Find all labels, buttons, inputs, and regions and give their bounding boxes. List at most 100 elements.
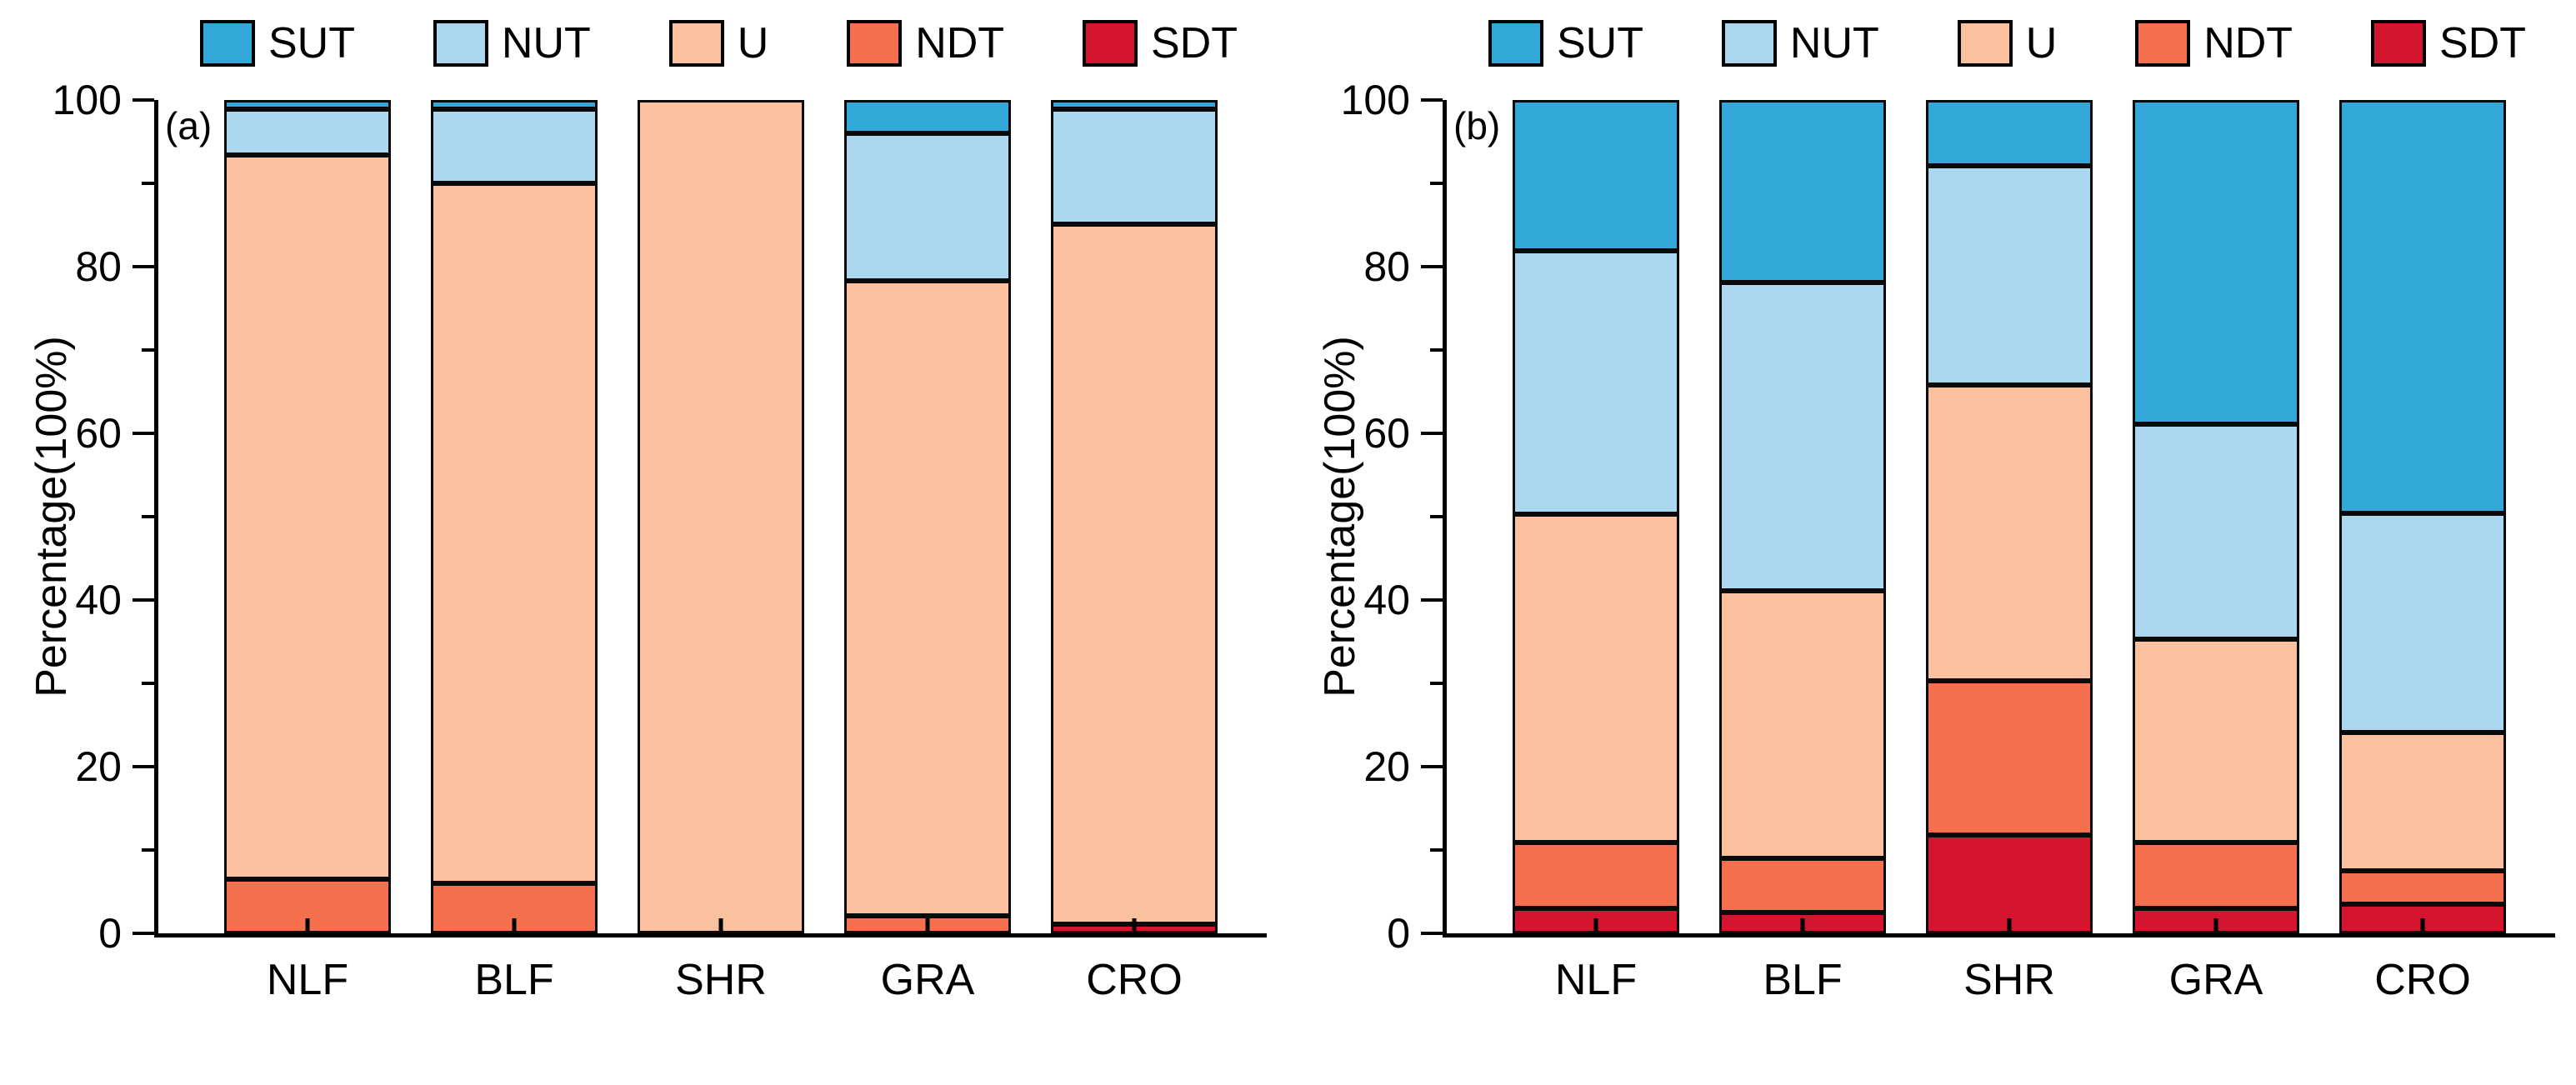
y-axis-tick bbox=[1421, 932, 1443, 935]
bar-row: NLF BLF SHR GRA CRO bbox=[204, 100, 1238, 1002]
x-axis-label-nlf: NLF bbox=[266, 956, 349, 1004]
sut-legend-swatch bbox=[200, 20, 255, 67]
segment-ndt-cro bbox=[2339, 870, 2506, 904]
segment-sut-gra bbox=[2133, 99, 2299, 425]
segment-sut-blf bbox=[431, 100, 598, 109]
y-axis-tick bbox=[142, 848, 154, 852]
y-axis-tick bbox=[142, 348, 154, 352]
segment-nut-gra bbox=[844, 133, 1011, 281]
y-tick-label: 100 bbox=[52, 77, 122, 123]
legend-label: SDT bbox=[2439, 19, 2526, 68]
segment-sut-cro bbox=[2339, 100, 2506, 513]
x-axis-tick bbox=[305, 918, 310, 933]
y-tick-label: 40 bbox=[75, 577, 122, 623]
segment-sut-shr bbox=[1926, 100, 2093, 166]
u-legend-swatch bbox=[668, 20, 724, 67]
y-axis-tick bbox=[1430, 515, 1443, 518]
x-axis-tick bbox=[1800, 918, 1805, 933]
segment-u-nlf bbox=[224, 154, 391, 880]
segment-ndt-gra bbox=[2133, 842, 2299, 908]
legend-item-sdt: SDT bbox=[1083, 20, 1238, 67]
sdt-legend-swatch bbox=[2371, 20, 2426, 67]
plot-area-b: (b) NLF BLF SHR GRA CRO 0 20 40 60 80 100 bbox=[1341, 79, 2555, 1002]
segment-sut-nlf bbox=[1513, 100, 1679, 251]
y-axis-tick bbox=[1421, 432, 1443, 435]
y-axis-tick bbox=[133, 765, 154, 768]
segment-nut-nlf bbox=[1513, 250, 1679, 514]
legend-label: NDT bbox=[2203, 19, 2293, 68]
legend-item-ndt: NDT bbox=[2135, 20, 2293, 67]
y-axis-tick bbox=[1430, 682, 1443, 685]
legend-item-u: U bbox=[668, 19, 769, 68]
x-axis-label-cro: CRO bbox=[1086, 956, 1183, 1004]
bar-blf bbox=[1719, 99, 1886, 933]
panel-a: Percentage(100%) SUT NUT U NDT SDT (a) NLF BL… bbox=[28, 13, 1267, 1002]
y-tick-label: 0 bbox=[1387, 910, 1410, 957]
legend-item-nut: NUT bbox=[433, 20, 591, 67]
y-tick-label: 20 bbox=[75, 743, 122, 790]
legend-label: SUT bbox=[1557, 19, 1643, 68]
bar-row: NLF BLF SHR GRA CRO bbox=[1493, 99, 2526, 1002]
segment-u-shr bbox=[1926, 384, 2093, 681]
bar-slot-gra: GRA bbox=[824, 100, 1031, 1002]
legend-item-u: U bbox=[1957, 20, 2057, 67]
bar-slot-cro: CRO bbox=[1031, 100, 1238, 1002]
segment-u-gra bbox=[2133, 639, 2299, 842]
x-axis-tick bbox=[2420, 918, 2425, 933]
u-legend-swatch bbox=[1957, 20, 2013, 67]
y-axis-tick bbox=[1421, 598, 1443, 602]
panel-b: Percentage(100%) SUT NUT U NDT SDT (b) NLF BL… bbox=[1288, 0, 2576, 1085]
y-axis-tick bbox=[142, 182, 154, 185]
segment-sut-gra bbox=[844, 100, 1011, 134]
y-tick-label: 60 bbox=[1363, 410, 1410, 457]
segment-sut-blf bbox=[1719, 99, 1886, 283]
segment-nut-shr bbox=[1926, 165, 2093, 385]
legend-label: U bbox=[737, 19, 769, 68]
segment-u-nlf bbox=[1513, 514, 1679, 842]
bar-gra bbox=[2133, 99, 2299, 933]
y-axis-tick bbox=[142, 515, 154, 518]
bar-slot-gra: GRA bbox=[2113, 99, 2319, 1002]
bar-slot-shr: SHR bbox=[1906, 100, 2113, 1002]
panel-label: (a) bbox=[165, 104, 213, 148]
bar-slot-nlf: NLF bbox=[204, 100, 411, 1002]
legend-label: NUT bbox=[501, 19, 591, 68]
bar-shr bbox=[638, 100, 804, 933]
legend-item-sut: SUT bbox=[1488, 20, 1643, 67]
segment-nut-gra bbox=[2133, 424, 2299, 640]
legend-item-sdt: SDT bbox=[2371, 20, 2526, 67]
legend-item-nut: NUT bbox=[1721, 20, 1879, 67]
y-axis-tick bbox=[1421, 765, 1443, 768]
segment-nut-cro bbox=[1051, 108, 1218, 224]
y-axis-title: Percentage(100%) bbox=[28, 336, 76, 698]
nut-legend-swatch bbox=[1721, 20, 1777, 67]
y-tick-label: 100 bbox=[1340, 77, 1410, 123]
bar-slot-nlf: NLF bbox=[1493, 100, 1699, 1002]
y-axis-tick bbox=[1421, 98, 1443, 102]
y-tick-label: 0 bbox=[98, 910, 122, 957]
legend-item-sut: SUT bbox=[200, 20, 355, 67]
legend: SUT NUT U NDT SDT bbox=[200, 13, 1238, 73]
sut-legend-swatch bbox=[1488, 20, 1543, 67]
segment-ndt-nlf bbox=[224, 879, 391, 933]
x-axis-label-shr: SHR bbox=[675, 956, 767, 1004]
legend-label: NDT bbox=[915, 19, 1005, 68]
segment-u-cro bbox=[1051, 223, 1218, 925]
nut-legend-swatch bbox=[433, 20, 488, 67]
bar-slot-shr: SHR bbox=[618, 100, 824, 1002]
x-axis-tick bbox=[718, 918, 723, 933]
x-axis-label-cro: CRO bbox=[2374, 956, 2471, 1004]
ndt-legend-swatch bbox=[847, 20, 903, 67]
segment-nut-blf bbox=[1719, 282, 1886, 592]
legend-label: SDT bbox=[1151, 19, 1238, 68]
y-axis-tick bbox=[1421, 265, 1443, 268]
legend-item-ndt: NDT bbox=[847, 20, 1004, 67]
y-axis-tick bbox=[133, 932, 154, 935]
segment-sdt-shr bbox=[1926, 835, 2093, 933]
segment-ndt-nlf bbox=[1513, 842, 1679, 908]
x-axis-tick bbox=[925, 918, 930, 933]
panel-label: (b) bbox=[1453, 104, 1501, 148]
x-axis-tick bbox=[512, 918, 517, 933]
x-axis-tick bbox=[1593, 918, 1598, 933]
bar-slot-blf: BLF bbox=[411, 100, 618, 1002]
